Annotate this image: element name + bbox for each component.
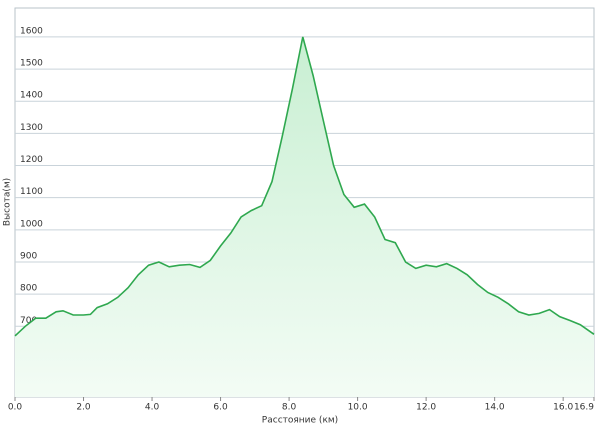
y-tick-label: 1200 — [20, 155, 43, 165]
y-tick-label: 700 — [20, 316, 37, 326]
x-tick-label: 4.0 — [145, 403, 160, 413]
y-tick-label: 800 — [20, 284, 37, 294]
x-tick-label: 16.9 — [574, 403, 594, 413]
elevation-line — [14, 36, 595, 337]
y-tick-label: 1100 — [20, 187, 43, 197]
area-fill — [15, 36, 594, 398]
y-tick-label: 1600 — [20, 26, 43, 36]
y-tick-label: 1500 — [20, 59, 43, 69]
y-tick-label: 1000 — [20, 219, 43, 229]
y-axis-label: Высота(м) — [3, 178, 13, 226]
y-tick-label: 1300 — [20, 123, 43, 133]
x-tick-label: 0.0 — [8, 403, 23, 413]
x-tick-label: 10.0 — [348, 403, 368, 413]
x-tick-label: 12.0 — [416, 403, 436, 413]
x-tick-label: 2.0 — [76, 403, 91, 413]
x-tick-label: 14.0 — [485, 403, 505, 413]
x-axis-label: Расстояние (км) — [262, 416, 338, 426]
x-tick-label: 8.0 — [282, 403, 297, 413]
y-tick-label: 1400 — [20, 91, 43, 101]
y-tick-label: 900 — [20, 251, 37, 261]
x-tick-label: 6.0 — [213, 403, 228, 413]
x-tick-label: 16.0 — [553, 403, 573, 413]
